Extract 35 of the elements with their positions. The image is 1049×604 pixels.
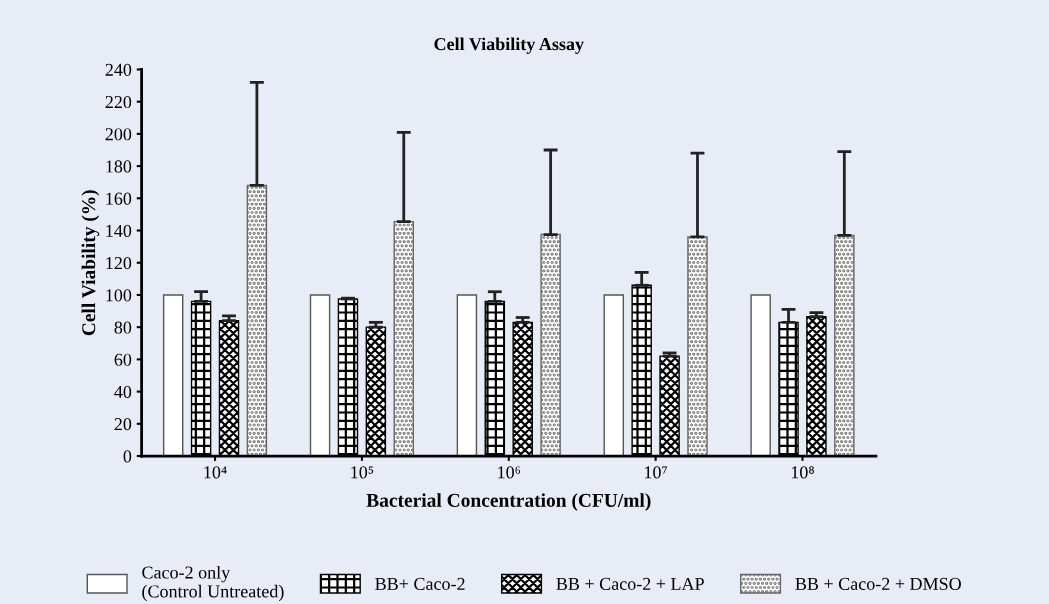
chart-title: Cell Viability Assay: [434, 37, 584, 54]
y-tick-label: 180: [106, 160, 132, 173]
y-tick-label: 0: [123, 450, 132, 463]
y-tick-label: 140: [106, 224, 132, 237]
y-tick-label: 40: [114, 385, 132, 399]
y-tick-label: 160: [106, 192, 132, 205]
y-tick-label: 120: [106, 257, 132, 270]
y-tick-label: 80: [114, 321, 132, 334]
bar: [393, 220, 415, 457]
y-tick-label: 220: [105, 95, 132, 109]
bar: [456, 294, 478, 457]
bar: [687, 236, 708, 457]
x-tick-label: 10⁶: [498, 466, 521, 479]
bar: [162, 294, 184, 457]
y-tick-label: 100: [106, 289, 132, 302]
x-tick-label: 10⁸: [791, 466, 814, 479]
bar: [603, 294, 625, 457]
y-axis-title: Cell Viability (%): [81, 190, 100, 336]
x-tick-label: 10⁷: [645, 466, 668, 479]
y-tick-label: 20: [114, 418, 132, 431]
x-tick-label: 10⁵: [351, 466, 374, 479]
bar: [834, 234, 855, 457]
legend-label: BB + Caco-2 + LAP: [556, 577, 704, 590]
y-tick-label: 60: [114, 353, 132, 366]
legend-label: BB + Caco-2 + DMSO: [795, 577, 961, 590]
bar: [309, 294, 331, 457]
x-tick-label: 10⁴: [204, 466, 227, 479]
legend-label: Caco-2 only (Control Untreated): [142, 565, 284, 602]
y-tick-label: 240: [105, 63, 132, 76]
bar: [540, 233, 561, 457]
bar: [750, 294, 771, 457]
bar: [246, 184, 268, 457]
legend-label: BB+ Caco-2: [375, 577, 465, 590]
y-tick-label: 200: [105, 128, 132, 141]
x-axis-title: Bacterial Concentration (CFU/ml): [366, 493, 651, 511]
